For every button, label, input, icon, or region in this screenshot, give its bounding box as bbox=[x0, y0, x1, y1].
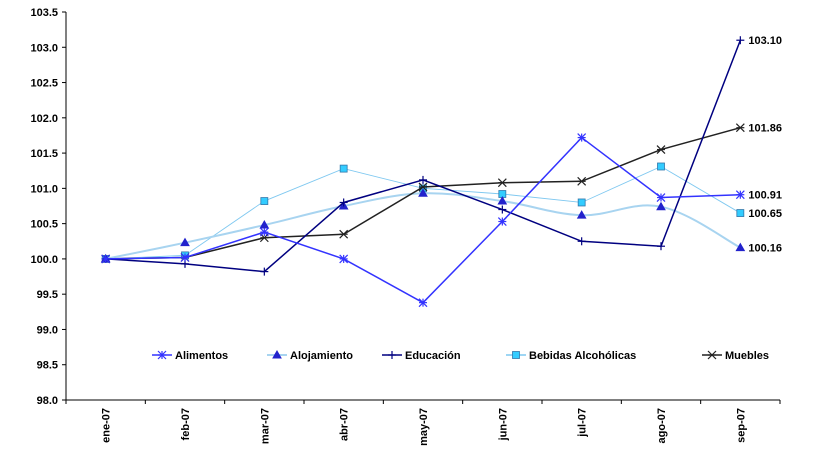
y-tick-label: 99.0 bbox=[37, 324, 58, 336]
data-point bbox=[497, 196, 508, 205]
y-tick-label: 98.5 bbox=[37, 360, 58, 372]
legend-label: Alimentos bbox=[175, 350, 228, 362]
legend-swatch-marker bbox=[707, 350, 717, 360]
series-alojamiento bbox=[100, 188, 746, 263]
series-line bbox=[105, 192, 741, 260]
series-layer bbox=[100, 36, 746, 308]
y-tick-label: 101.5 bbox=[30, 148, 58, 160]
data-point bbox=[418, 298, 428, 308]
data-point bbox=[419, 175, 427, 184]
data-point bbox=[736, 209, 745, 217]
data-point bbox=[656, 145, 666, 154]
data-point bbox=[339, 229, 349, 239]
x-tick-label: may-07 bbox=[418, 408, 430, 446]
legend-swatch-marker bbox=[272, 349, 282, 359]
y-tick-label: 103.0 bbox=[30, 42, 58, 54]
x-tick-label: ago-07 bbox=[656, 408, 668, 443]
data-point bbox=[656, 201, 666, 211]
data-point bbox=[101, 254, 111, 264]
legend-label: Muebles bbox=[725, 350, 769, 362]
legend-label: Educación bbox=[405, 350, 461, 362]
legend-item-alimentos: Alimentos bbox=[152, 350, 228, 362]
data-point bbox=[657, 242, 665, 251]
y-tick-label: 98.0 bbox=[37, 395, 58, 407]
data-point bbox=[497, 217, 507, 226]
data-point bbox=[735, 190, 745, 200]
y-tick-label: 102.5 bbox=[30, 78, 58, 90]
data-point bbox=[577, 133, 587, 142]
data-point bbox=[418, 182, 428, 192]
series-line bbox=[105, 136, 741, 304]
data-point bbox=[180, 237, 190, 247]
end-value-label: 101.86 bbox=[748, 123, 782, 135]
x-tick-label: abr-07 bbox=[339, 408, 351, 441]
legend-swatch-marker bbox=[388, 351, 396, 359]
end-value-label: 100.16 bbox=[748, 243, 782, 255]
data-point bbox=[260, 267, 269, 276]
x-tick-label: feb-07 bbox=[180, 408, 192, 440]
data-point bbox=[577, 198, 586, 207]
legend-item-muebles: Muebles bbox=[702, 350, 769, 362]
x-tick-label: jun-07 bbox=[497, 408, 509, 441]
data-point bbox=[339, 164, 348, 173]
data-point bbox=[657, 162, 665, 171]
x-tick-label: jul-07 bbox=[577, 408, 589, 438]
x-tick-label: mar-07 bbox=[259, 408, 271, 444]
data-point bbox=[735, 242, 746, 252]
legend-label: Bebidas Alcohólicas bbox=[529, 350, 636, 362]
y-tick-label: 102.0 bbox=[30, 113, 58, 125]
data-point bbox=[339, 254, 349, 264]
x-tick-label: ene-07 bbox=[101, 408, 113, 443]
data-point bbox=[736, 36, 745, 45]
data-point bbox=[259, 227, 269, 237]
end-value-label: 103.10 bbox=[748, 35, 782, 47]
y-tick-label: 100.0 bbox=[30, 254, 58, 266]
data-point bbox=[497, 178, 507, 188]
data-point bbox=[339, 198, 348, 207]
y-tick-label: 101.0 bbox=[30, 183, 58, 195]
end-value-label: 100.91 bbox=[748, 190, 782, 202]
y-tick-label: 100.5 bbox=[30, 219, 58, 231]
data-point bbox=[418, 188, 428, 197]
end-labels: 100.65 100.16 101.86 103.10 100.91 bbox=[748, 35, 782, 254]
data-point bbox=[259, 220, 270, 229]
x-tick-label: sep-07 bbox=[735, 408, 747, 443]
data-point bbox=[498, 205, 507, 214]
data-point bbox=[656, 193, 666, 202]
series-alimentos bbox=[101, 133, 745, 308]
end-value-label: 100.65 bbox=[748, 208, 782, 220]
data-point bbox=[260, 197, 269, 205]
data-point bbox=[735, 123, 745, 133]
data-point bbox=[577, 176, 587, 186]
y-tick-label: 103.5 bbox=[30, 7, 58, 19]
data-point bbox=[577, 237, 586, 246]
legend-item-bebidas-alcoh-licas: Bebidas Alcohólicas bbox=[506, 350, 636, 362]
legend-swatch-marker bbox=[157, 350, 167, 360]
chart-axes: 98.0 98.5 99.0 99.5 100.0 100.5 101.0 101.5 102.… bbox=[30, 7, 781, 446]
legend-swatch-marker bbox=[512, 351, 520, 359]
legend: Alimentos Alojamiento Educación Bebidas Alc… bbox=[152, 349, 769, 362]
legend-item-educaci-n: Educación bbox=[382, 350, 461, 362]
y-tick-label: 99.5 bbox=[37, 289, 58, 301]
data-point bbox=[576, 210, 587, 219]
legend-item-alojamiento: Alojamiento bbox=[267, 349, 353, 362]
data-point bbox=[180, 253, 190, 262]
legend-label: Alojamiento bbox=[290, 350, 353, 362]
